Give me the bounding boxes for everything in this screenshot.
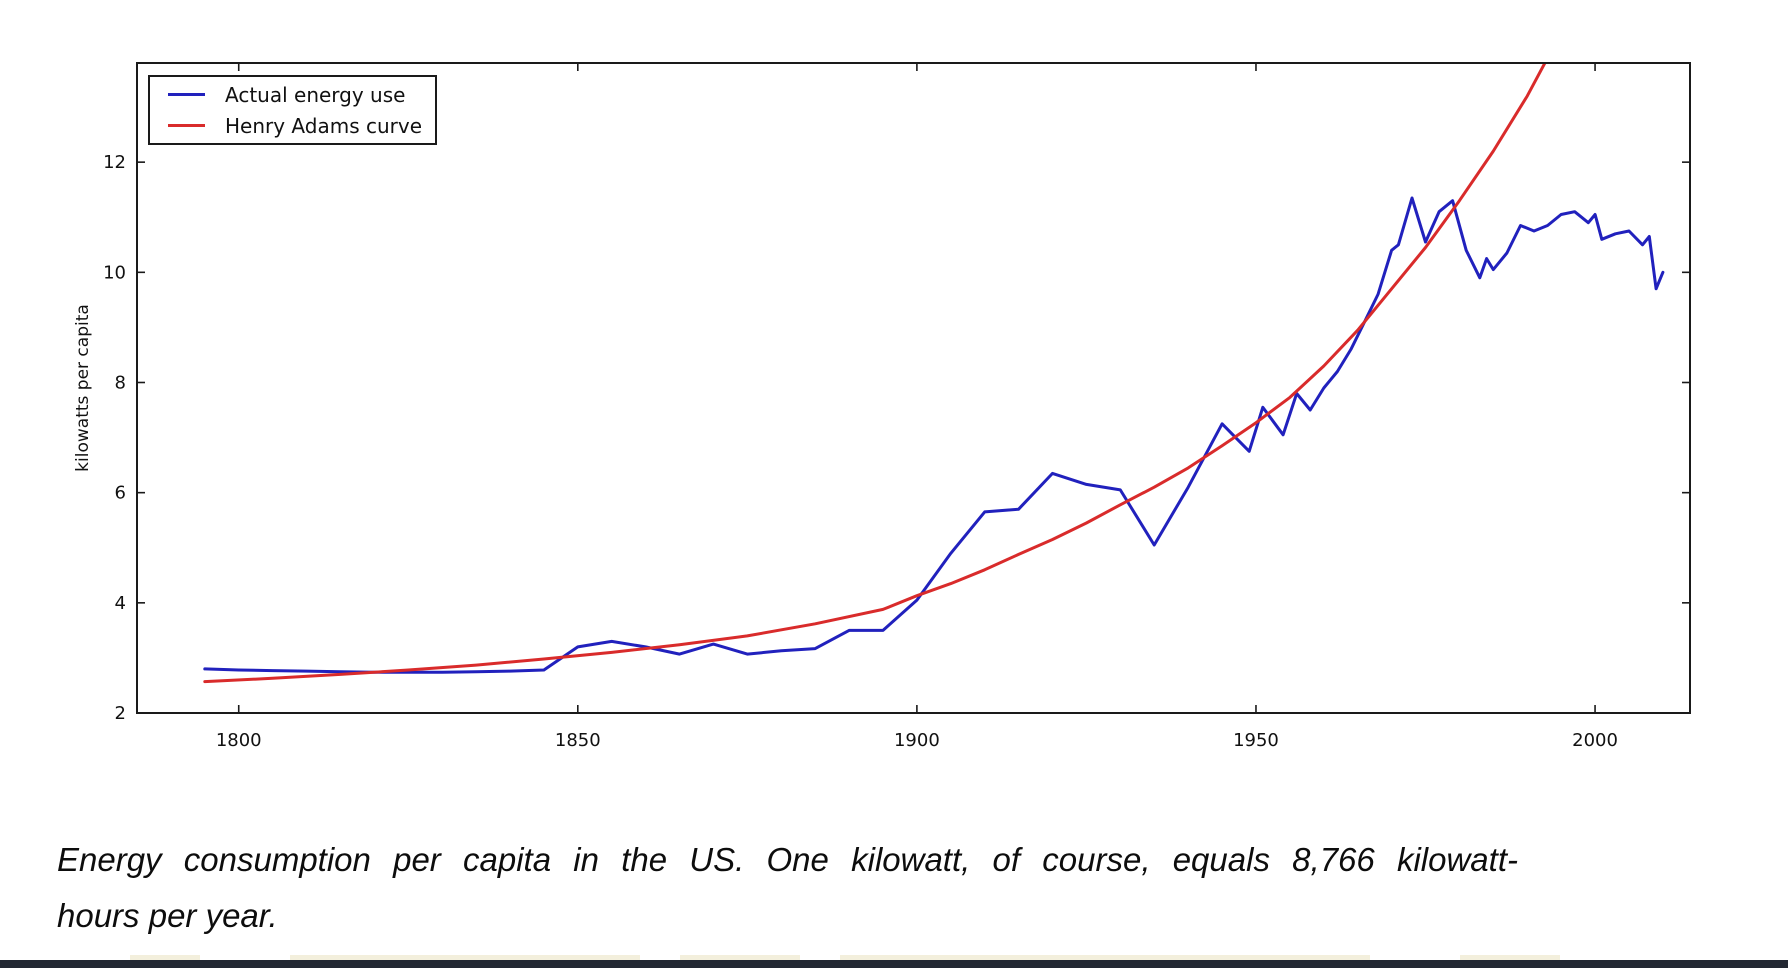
x-tick-label: 1850 — [555, 730, 601, 751]
legend-item-henry-adams: Henry Adams curve — [150, 114, 435, 138]
bottom-bar — [0, 960, 1788, 968]
chart-legend: Actual energy use Henry Adams curve — [148, 75, 437, 145]
henry-adams-line — [203, 63, 1547, 684]
caption-line-1: Energy consumption per capita in the US.… — [57, 841, 1518, 878]
actual-energy-line — [203, 196, 1665, 674]
legend-label: Henry Adams curve — [225, 113, 423, 138]
x-tick-label: 2000 — [1572, 730, 1618, 751]
legend-label: Actual energy use — [225, 82, 406, 107]
y-tick-label: 10 — [103, 262, 126, 283]
y-tick-label: 8 — [115, 372, 126, 393]
chart-canvas: 1800 1850 1900 1950 2000 2 4 6 8 10 12 kilowatts pe… — [73, 62, 1691, 751]
y-tick-label: 6 — [115, 483, 126, 504]
x-tick-label: 1800 — [216, 730, 262, 751]
y-tick-label: 4 — [115, 593, 126, 614]
y-tick-label: 12 — [103, 152, 126, 173]
red-line-swatch-icon — [168, 124, 205, 127]
figure-caption: Energy consumption per capita in the US.… — [57, 832, 1518, 944]
page-edge-artifact — [680, 955, 800, 960]
y-axis-label: kilowatts per capita — [73, 304, 93, 472]
page-edge-artifact — [290, 955, 640, 960]
y-tick-label: 2 — [115, 703, 126, 724]
energy-chart: 1800 1850 1900 1950 2000 2 4 6 8 10 12 kilowatts pe… — [73, 62, 1691, 751]
x-tick-label: 1900 — [894, 730, 940, 751]
plot-frame — [136, 62, 1691, 714]
blue-line-swatch-icon — [168, 93, 205, 96]
page-edge-artifact — [130, 955, 200, 960]
page-edge-artifact — [1460, 955, 1560, 960]
x-tick-label: 1950 — [1233, 730, 1279, 751]
caption-line-2: hours per year. — [57, 897, 278, 934]
page-edge-artifact — [840, 955, 1370, 960]
legend-item-actual: Actual energy use — [150, 83, 435, 107]
